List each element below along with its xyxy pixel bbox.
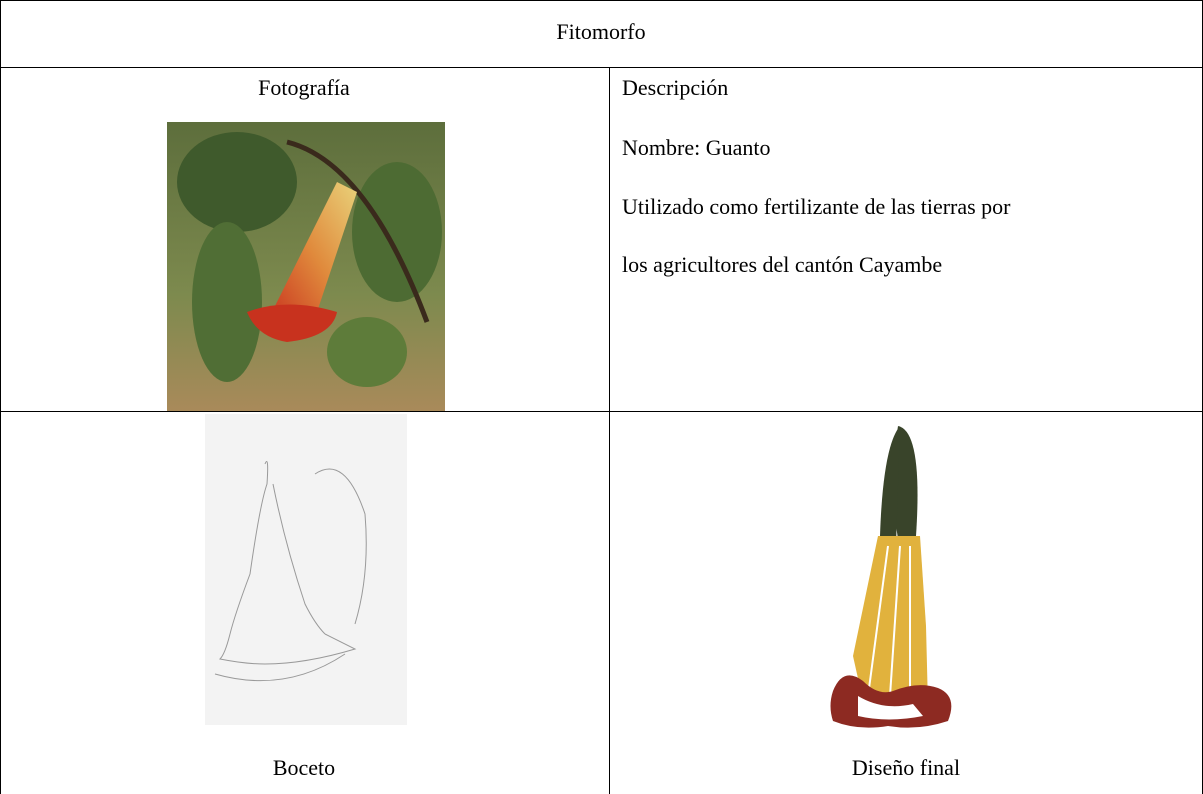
sketch	[205, 414, 407, 725]
final-design	[830, 426, 952, 728]
description-title: Descripción	[622, 75, 729, 100]
border	[0, 67, 1203, 68]
border	[0, 411, 1203, 412]
description-line: Nombre: Guanto	[622, 135, 771, 160]
photo	[167, 122, 445, 411]
caption: Boceto	[272, 755, 336, 780]
table-title: Fitomorfo	[556, 19, 646, 44]
column-label: Fotografía	[258, 75, 350, 100]
caption: Diseño final	[851, 755, 961, 780]
border	[0, 0, 1203, 1]
description-line: los agricultores del cantón Cayambe	[622, 252, 943, 277]
border	[609, 67, 610, 794]
border	[0, 0, 1, 794]
description-line: Utilizado como fertilizante de las tierr…	[622, 194, 1011, 219]
